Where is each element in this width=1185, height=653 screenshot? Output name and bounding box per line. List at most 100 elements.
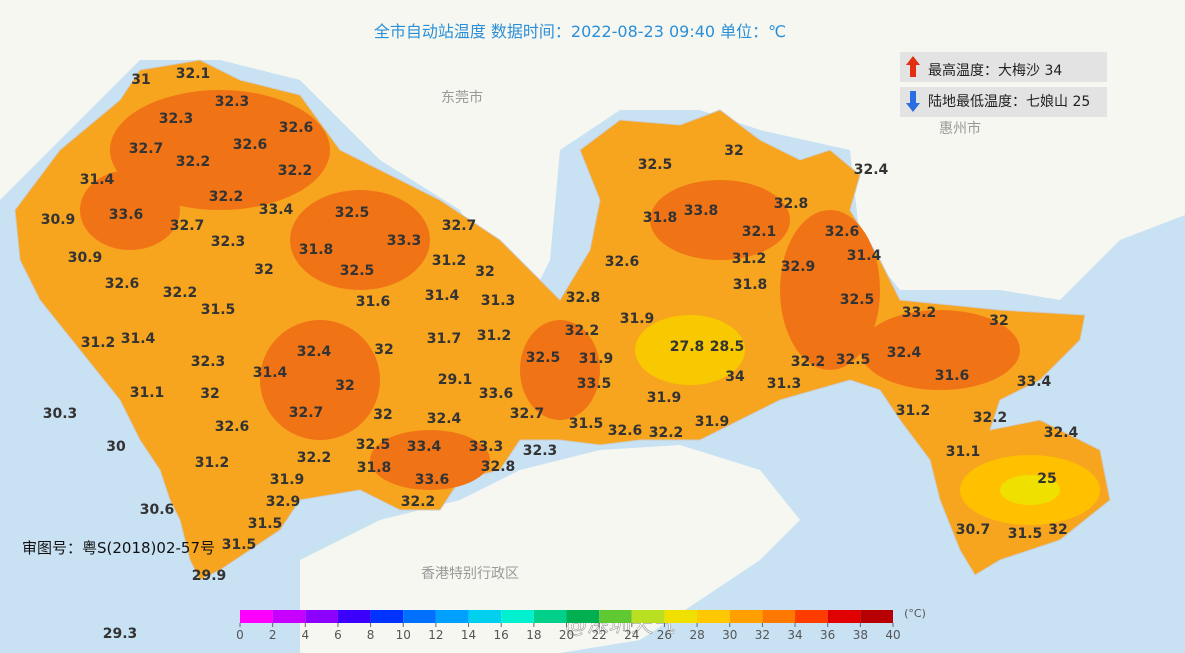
station-temp: 33.2 xyxy=(902,305,937,321)
station-temp: 31.5 xyxy=(248,516,283,532)
colorbar-label: 36 xyxy=(820,628,835,642)
colorbar-label: 24 xyxy=(624,628,639,642)
colorbar-label: 16 xyxy=(494,628,509,642)
cool-zone xyxy=(1000,475,1060,505)
station-temp: 30.6 xyxy=(140,502,175,518)
station-temp: 32 xyxy=(374,342,393,358)
station-temp: 31.2 xyxy=(81,335,116,351)
station-temp: 33.4 xyxy=(1017,374,1052,390)
station-temp: 32.2 xyxy=(401,494,436,510)
approval: 审图号：粤S(2018)02-57号 xyxy=(22,539,215,557)
station-temp: 32.7 xyxy=(289,405,324,421)
station-temp: 32.4 xyxy=(297,344,332,360)
land xyxy=(0,0,1185,320)
station-temp: 31.9 xyxy=(579,351,614,367)
colorbar-segment xyxy=(697,610,730,623)
station-temp: 32.5 xyxy=(836,352,871,368)
legend-max: 最高温度：大梅沙 34 xyxy=(928,62,1062,79)
colorbar-segment xyxy=(272,610,306,623)
station-temp: 32.1 xyxy=(742,224,777,240)
station-temp: 32.5 xyxy=(356,437,391,453)
legend-box xyxy=(900,52,1107,82)
stations: 31 32.132.332.332.632.7 32.632.232.231.432… xyxy=(41,66,1079,642)
station-temp: 32.7 xyxy=(510,406,545,422)
station-temp: 32.8 xyxy=(481,459,516,475)
station-temp: 32.3 xyxy=(215,94,250,110)
colorbar-label: 28 xyxy=(689,628,704,642)
station-temp: 32.5 xyxy=(340,263,375,279)
station-temp: 31.9 xyxy=(647,390,682,406)
station-temp: 30 xyxy=(106,439,126,455)
station-temp: 32.3 xyxy=(523,443,558,459)
colorbar-segment xyxy=(599,610,632,623)
station-temp: 30.9 xyxy=(41,212,76,228)
station-temp: 32.6 xyxy=(215,419,250,435)
station-temp: 31.9 xyxy=(270,472,305,488)
colorbar-segment xyxy=(827,610,861,623)
station-temp: 31.4 xyxy=(80,172,115,188)
station-temp: 30.3 xyxy=(43,406,78,422)
colorbar-label: 12 xyxy=(428,628,443,642)
station-temp: 32.7 xyxy=(442,218,477,234)
station-temp: 31.8 xyxy=(733,277,768,293)
station-temp: 32 xyxy=(254,262,273,278)
station-temp: 32.4 xyxy=(427,411,462,427)
colorbar-segment xyxy=(240,610,273,623)
station-temp: 33.6 xyxy=(415,472,450,488)
colorbar-label: 22 xyxy=(592,628,607,642)
station-temp: 31.2 xyxy=(195,455,230,471)
colorbar-segment xyxy=(305,610,338,623)
colorbar-label: 38 xyxy=(853,628,868,642)
station-temp: 31.9 xyxy=(620,311,655,327)
colorbar-segment xyxy=(403,610,436,623)
station-temp: 31.2 xyxy=(477,328,512,344)
colorbar-segment xyxy=(664,610,698,623)
station-temp: 32.2 xyxy=(297,450,332,466)
station-temp: 33.6 xyxy=(479,386,514,402)
hot-zones xyxy=(80,90,1020,490)
colorbar-label: 0 xyxy=(236,628,244,642)
station-temp: 32.2 xyxy=(791,354,826,370)
station-temp: 31.4 xyxy=(121,331,156,347)
station-temp: 31.3 xyxy=(767,376,802,392)
colorbar-label: 32 xyxy=(755,628,770,642)
place-label: 东莞市 xyxy=(441,89,483,106)
station-temp: 28.5 xyxy=(710,339,745,355)
station-temp: 32 xyxy=(1048,522,1067,538)
station-temp: 32.6 xyxy=(605,254,640,270)
station-temp: 31.3 xyxy=(481,293,516,309)
station-temp: 32.6 xyxy=(279,120,314,136)
station-temp: 33.5 xyxy=(577,376,612,392)
station-temp: 32.2 xyxy=(209,189,244,205)
hong-kong xyxy=(300,445,800,653)
station-temp: 32.9 xyxy=(781,259,816,275)
colorbar-segment xyxy=(631,610,665,623)
down-arrow xyxy=(906,91,920,112)
station-temp: 31.2 xyxy=(432,253,467,269)
station-temp: 31.5 xyxy=(201,302,236,318)
station-temp: 32.2 xyxy=(163,285,198,301)
colorbar-segment xyxy=(501,610,534,623)
colorbar-label: 30 xyxy=(722,628,737,642)
place-label: 惠州市 xyxy=(939,120,981,137)
colorbar-label: 40 xyxy=(885,628,900,642)
colorbar-segment xyxy=(533,610,567,623)
station-temp: 33.6 xyxy=(109,207,144,223)
colorbar-segment xyxy=(762,610,796,623)
station-temp: 31.4 xyxy=(847,248,882,264)
title: 全市自动站温度 数据时间：2022-08-23 09:40 单位：℃ xyxy=(374,22,786,41)
colorbar-segment xyxy=(435,610,469,623)
station-temp: 31.8 xyxy=(299,242,334,258)
station-temp: 32.7 xyxy=(170,218,205,234)
colorbar-label: 20 xyxy=(559,628,574,642)
station-temp: 33.4 xyxy=(259,202,294,218)
station-temp: 32.4 xyxy=(887,345,922,361)
station-temp: 32 xyxy=(475,264,494,280)
station-temp: 29.3 xyxy=(103,626,138,642)
station-temp: 32.2 xyxy=(973,410,1008,426)
station-temp: 32.2 xyxy=(565,323,600,339)
legend-min: 陆地最低温度：七娘山 25 xyxy=(928,94,1090,110)
colorbar: 0 2 4 6 8 10 12 14 16 18 20 22 24 26 28 30 32 34 36 38 40(°C… xyxy=(236,607,926,642)
station-temp: 32 xyxy=(373,407,392,423)
